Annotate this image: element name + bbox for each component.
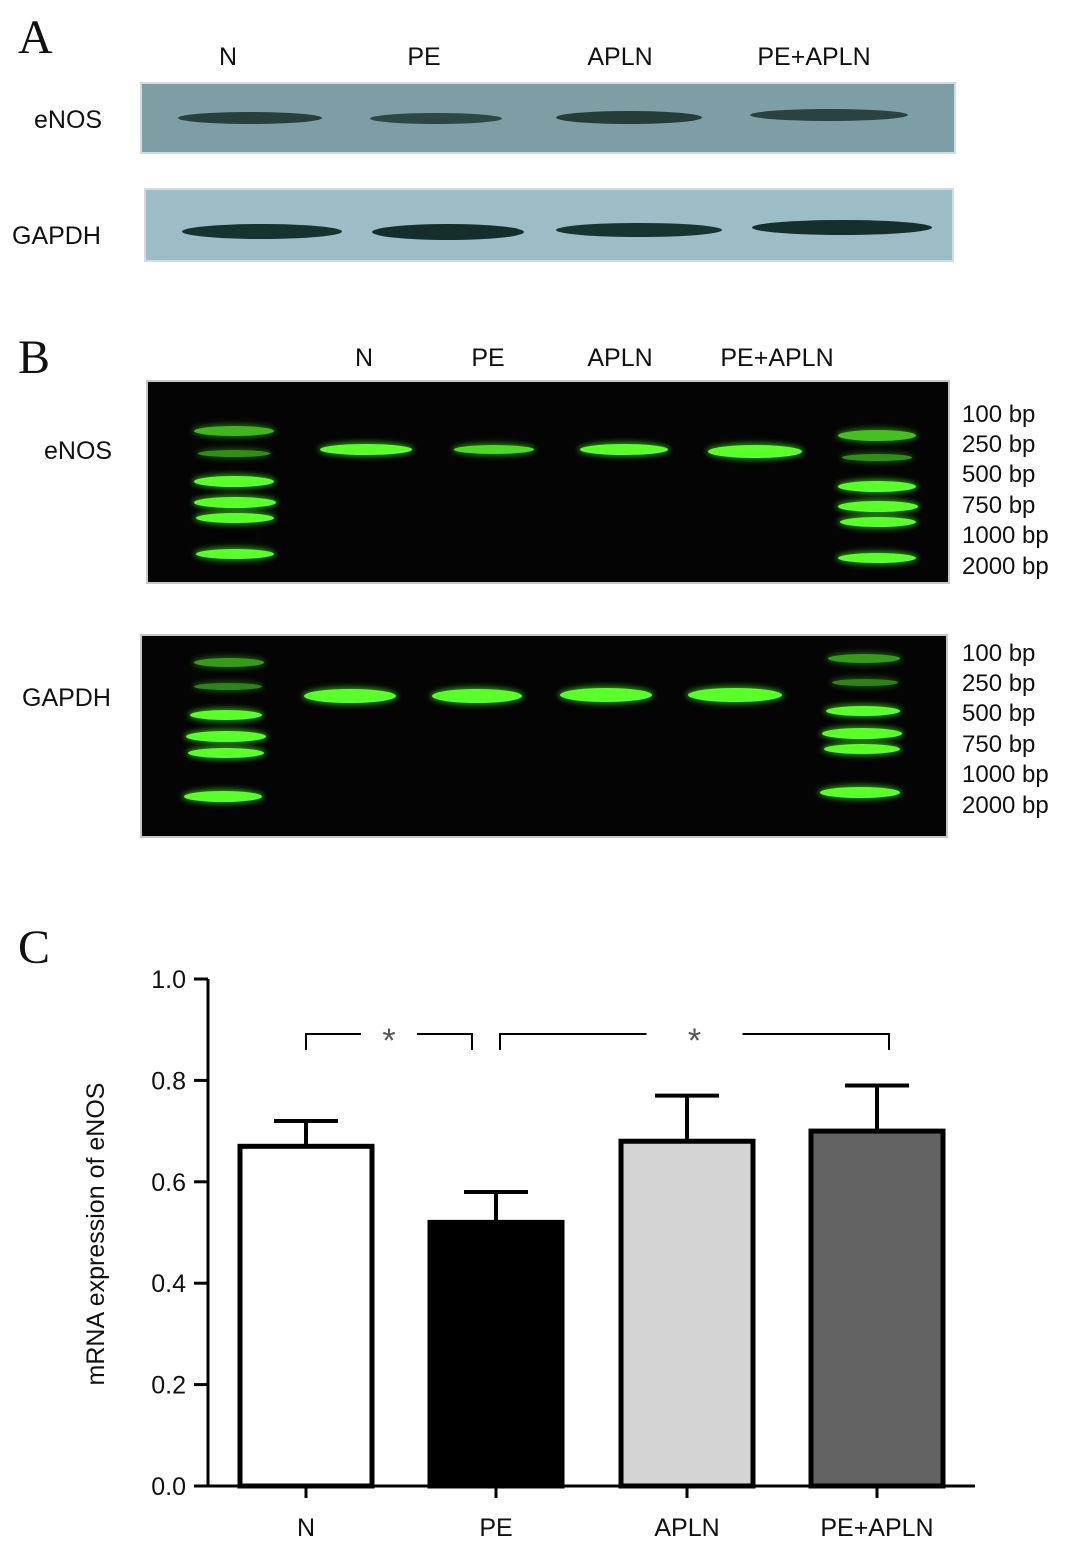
ladder-band: [196, 549, 274, 559]
western-blot-gapdh: [144, 188, 954, 262]
ladder-band: [194, 426, 274, 436]
x-tick-label: PE+APLN: [820, 1514, 933, 1542]
panel-b-lane-n: N: [354, 344, 374, 372]
marker-label: 750 bp: [962, 731, 1036, 758]
panel-b-lane-pe-apln: PE+APLN: [720, 344, 834, 372]
marker-label: 1000 bp: [962, 522, 1049, 549]
panel-c-letter: C: [18, 921, 51, 974]
panel-a-lane-apln: APLN: [587, 43, 653, 71]
y-tick-label: 0.6: [151, 1169, 186, 1197]
western-blot-enos: [140, 82, 956, 154]
panel-a-row-label-enos: eNOS: [34, 106, 103, 134]
ladder-band: [194, 683, 262, 690]
ladder-band: [194, 658, 264, 667]
ladder-band: [190, 710, 262, 720]
panel-a-lane-pe-apln: PE+APLN: [757, 43, 871, 71]
marker-label: 500 bp: [962, 461, 1036, 488]
panel-a-row-label-gapdh: GAPDH: [12, 222, 101, 250]
bar-chart: mRNA expression of eNOS 0.0 0.2 0.4 0.6 0.8 1…: [82, 966, 975, 1542]
gapdh-band-apln: [560, 688, 652, 702]
ladder-band: [822, 728, 902, 739]
panel-b-row-label-gapdh: GAPDH: [22, 684, 111, 712]
blot-band: [370, 113, 502, 124]
bar: [237, 1143, 375, 1489]
y-tick-label: 0.8: [151, 1067, 186, 1095]
marker-label: 500 bp: [962, 700, 1036, 727]
panel-a-lane-n: N: [218, 43, 238, 71]
gapdh-band-pe: [432, 689, 522, 703]
significance-asterisk: *: [382, 1022, 395, 1060]
significance-bracket: [499, 1033, 647, 1050]
x-tick-label: N: [297, 1514, 315, 1542]
ladder-band: [838, 553, 916, 563]
marker-label: 1000 bp: [962, 761, 1049, 788]
y-axis-label: mRNA expression of eNOS: [82, 1083, 110, 1386]
ladder-band: [824, 744, 900, 754]
marker-label: 2000 bp: [962, 792, 1049, 819]
ladder-band: [194, 497, 276, 508]
y-tick-label: 0.2: [151, 1372, 186, 1400]
blot-band: [556, 111, 702, 124]
ladder-band: [186, 731, 266, 742]
marker-label: 100 bp: [962, 640, 1036, 667]
ladder-band: [184, 791, 262, 802]
panel-b-lane-apln: APLN: [587, 344, 653, 372]
ladder-band: [838, 430, 916, 441]
marker-label: 750 bp: [962, 492, 1036, 519]
bar: [427, 1219, 565, 1489]
bar: [808, 1128, 946, 1489]
significance-asterisk: *: [688, 1022, 701, 1060]
panel-b-row-label-enos: eNOS: [44, 437, 113, 465]
panel-a-letter: A: [18, 11, 53, 64]
significance-bracket: [417, 1033, 473, 1050]
blot-band: [182, 224, 342, 239]
gapdh-band-pe-apln: [688, 688, 782, 702]
ladder-band: [198, 450, 270, 457]
blot-band: [752, 220, 932, 235]
x-tick-label: APLN: [654, 1514, 719, 1542]
marker-label: 100 bp: [962, 401, 1036, 428]
marker-label: 2000 bp: [962, 553, 1049, 580]
blot-band: [178, 112, 322, 124]
ladder-band: [826, 706, 900, 716]
ladder-band: [838, 481, 916, 492]
panel-b-letter: B: [18, 331, 51, 384]
marker-label: 250 bp: [962, 670, 1036, 697]
y-tick-label: 1.0: [151, 966, 186, 994]
ladder-band: [838, 501, 918, 512]
ladder-band: [840, 517, 916, 527]
ladder-band: [188, 748, 264, 758]
ladder-band: [194, 476, 274, 487]
y-tick-label: 0.0: [151, 1473, 186, 1501]
blot-band: [372, 224, 524, 240]
marker-label: 250 bp: [962, 431, 1036, 458]
ladder-band: [842, 454, 912, 461]
ladder-band: [832, 679, 898, 686]
ladder-band: [820, 787, 900, 798]
significance-bracket: [305, 1033, 361, 1050]
enos-band-apln: [580, 444, 668, 455]
ladder-band: [196, 513, 274, 523]
ladder-band: [828, 654, 900, 663]
enos-band-n: [320, 444, 412, 455]
blot-band: [556, 223, 722, 237]
enos-band-pe: [454, 445, 534, 454]
pcr-gel-gapdh: [142, 636, 946, 836]
gapdh-band-n: [304, 689, 396, 703]
bar: [618, 1138, 756, 1489]
panel-a-lane-pe: PE: [407, 43, 441, 71]
enos-band-pe-apln: [708, 445, 802, 458]
x-tick-label: PE: [479, 1514, 512, 1542]
panel-b-lane-pe: PE: [471, 344, 505, 372]
pcr-gel-enos: [148, 382, 948, 582]
y-tick-label: 0.4: [151, 1270, 186, 1298]
blot-band: [750, 109, 908, 121]
significance-bracket: [742, 1033, 890, 1050]
